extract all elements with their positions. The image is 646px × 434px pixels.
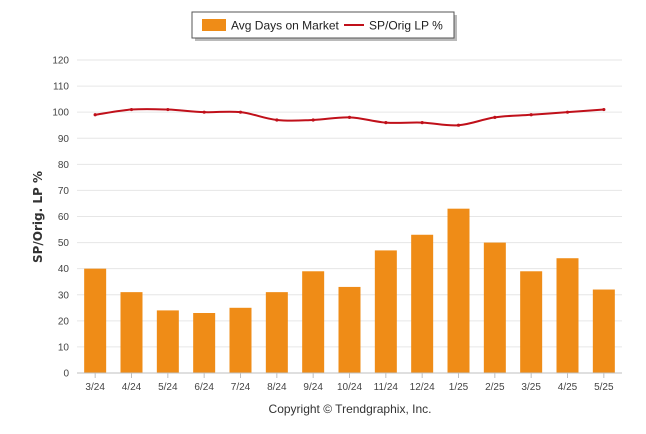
x-tick-label: 11/24	[374, 382, 399, 393]
bar	[265, 292, 288, 373]
x-tick-label: 2/25	[485, 382, 505, 393]
line-point	[565, 110, 570, 114]
bar	[120, 292, 143, 373]
x-tick-label: 4/24	[122, 382, 142, 393]
y-axis-title: SP/Orig. LP %	[31, 171, 45, 263]
y-tick-label: 110	[53, 82, 69, 93]
line-point	[238, 110, 243, 114]
line-point	[384, 121, 388, 125]
line-point	[275, 118, 279, 122]
line-series	[93, 107, 606, 127]
x-tick-label: 10/24	[337, 382, 362, 393]
line-point	[93, 113, 97, 117]
bar	[520, 271, 543, 373]
y-tick-label: 0	[63, 369, 69, 380]
line-point	[456, 123, 461, 127]
x-tick-label: 8/24	[267, 382, 287, 393]
bar	[302, 271, 325, 373]
y-tick-label: 10	[58, 342, 70, 353]
line-point	[529, 113, 533, 117]
bar	[411, 234, 434, 373]
bar-series	[84, 208, 615, 373]
bar	[556, 258, 579, 373]
y-tick-label: 120	[52, 56, 69, 67]
legend-swatch-bars	[202, 19, 226, 31]
x-tick-label: 9/24	[303, 382, 323, 393]
y-tick-label: 60	[58, 212, 70, 223]
line-point	[129, 107, 134, 112]
bar	[193, 313, 216, 373]
line-point	[493, 115, 497, 119]
line-point	[166, 107, 170, 112]
y-tick-label: 70	[58, 186, 70, 197]
bar	[84, 268, 107, 373]
bar	[338, 286, 361, 373]
x-axis-ticks: 3/24 4/24 5/24 6/24 7/24 8/24 9/24 10/24 11/24 12…	[85, 373, 614, 393]
bar	[374, 250, 397, 373]
x-tick-label: 5/25	[594, 382, 614, 393]
line-point	[420, 121, 424, 125]
y-axis-ticks: 0 10 20 30 40 50 60 70 80 90 100 110 120	[52, 56, 69, 380]
x-tick-label: 5/24	[158, 382, 178, 393]
bar	[447, 208, 470, 373]
line-point	[202, 110, 206, 114]
x-tick-label: 6/24	[194, 382, 214, 393]
bar	[229, 307, 252, 373]
legend-label-line: SP/Orig LP %	[369, 19, 443, 33]
line-point	[311, 118, 315, 122]
y-tick-label: 40	[58, 264, 70, 275]
y-tick-label: 90	[58, 134, 70, 145]
x-tick-label: 3/24	[85, 382, 105, 393]
x-tick-label: 7/24	[231, 382, 251, 393]
y-tick-label: 80	[58, 160, 70, 171]
bar	[592, 289, 615, 373]
line-point	[602, 107, 606, 112]
bar	[483, 242, 506, 373]
y-tick-label: 100	[52, 108, 69, 119]
y-tick-label: 20	[58, 316, 70, 327]
y-tick-label: 30	[58, 290, 70, 301]
x-tick-label: 3/25	[521, 382, 541, 393]
legend: Avg Days on Market SP/Orig LP %	[191, 11, 457, 41]
legend-label-bars: Avg Days on Market	[231, 19, 339, 33]
line-point	[347, 115, 352, 119]
y-tick-label: 50	[58, 238, 70, 249]
x-tick-label: 1/25	[449, 382, 469, 393]
x-tick-label: 12/24	[410, 382, 435, 393]
x-tick-label: 4/25	[558, 382, 578, 393]
bar	[156, 310, 179, 373]
copyright-credit: Copyright © Trendgraphix, Inc.	[269, 402, 432, 416]
